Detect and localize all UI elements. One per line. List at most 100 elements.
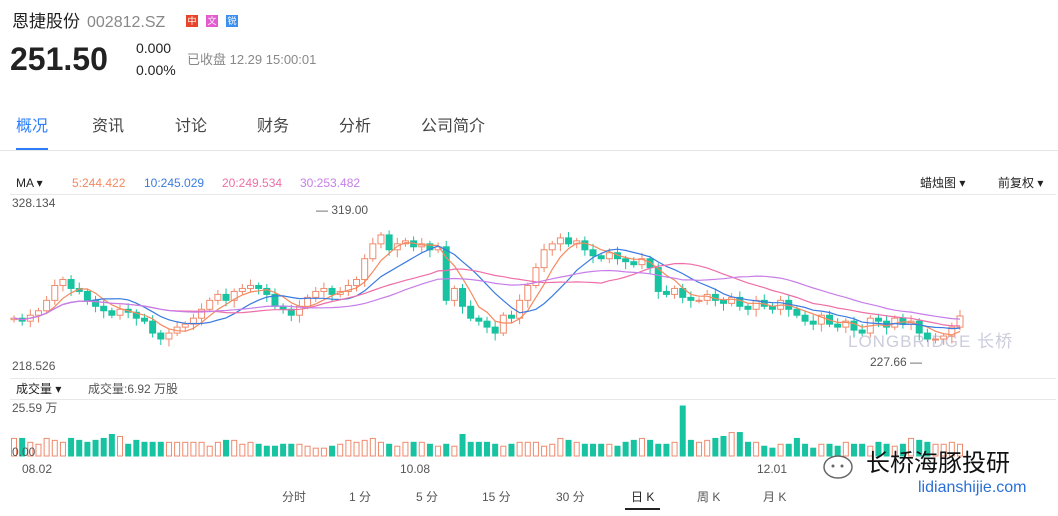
candle-body [483,320,491,328]
period-day[interactable]: 日 K [624,490,661,510]
volume-axis-max: 25.59 万 [12,401,58,415]
volume-bar-header: 成交量 ▾ 成交量:6.92 万股 [10,378,1056,400]
stock-code: 002812.SZ [87,14,166,31]
period-1min[interactable]: 1 分 [349,490,372,504]
ma20-value: 20:249.534 [222,176,283,190]
volume-bar [647,439,654,457]
candle-body [720,299,727,304]
candle-body [662,290,670,295]
volume-bar [84,441,91,457]
volume-bar [133,439,140,457]
volume-bar [247,441,254,457]
candle-body [491,326,499,334]
volume-bar [475,441,482,457]
volume-bar [859,443,866,457]
low-marker: 227.66 — [870,355,923,369]
ma10-line [13,245,961,330]
adjust-select[interactable]: 前复权 ▾ [998,176,1044,190]
volume-bar [761,445,768,457]
volume-bar [712,437,719,457]
tab-discussion[interactable]: 讨论 [175,118,208,135]
volume-bar [557,437,564,457]
candle-body [222,293,230,301]
chart-type-select[interactable]: 蜡烛图 ▾ [920,176,966,190]
volume-bar [532,441,539,457]
period-5min[interactable]: 5 分 [416,490,439,504]
tab-company-profile[interactable]: 公司简介 [421,118,486,135]
candle-body [597,255,605,260]
volume-bar [451,445,458,457]
period-intraday[interactable]: 分时 [282,490,307,504]
candle-body [817,314,825,325]
candle-body [850,320,858,331]
candle-body [842,320,850,328]
tab-analysis[interactable]: 分析 [339,118,372,135]
volume-bar [606,443,613,457]
volume-bar [565,439,572,457]
volume-bar [165,441,172,457]
volume-bar [744,441,751,457]
volume-label: 成交量 [16,382,53,396]
period-30min[interactable]: 30 分 [556,490,585,504]
candle-body [532,267,540,286]
volume-bar [223,439,230,457]
candle-body [923,332,931,340]
candle-body [51,284,59,301]
candle-body [132,311,140,319]
indicator-bar: MA ▾ 5:244.422 10:245.029 20:249.534 30:… [10,176,1056,195]
candle-body [540,249,548,269]
volume-bar [337,443,344,457]
period-week[interactable]: 周 K [697,490,721,504]
candle-body [385,234,393,251]
candle-body [230,290,238,301]
volume-bar [304,445,311,457]
volume-bar [312,447,319,457]
ma10-value: 10:245.029 [144,176,205,190]
candle-body [940,335,948,340]
candle-body [834,323,842,328]
volume-bar [435,445,442,457]
volume-bar [614,445,621,457]
candle-body [548,243,556,251]
tab-overview[interactable]: 概况 [16,118,49,150]
candle-body [320,287,328,292]
volume-bar [239,443,246,457]
candle-body [581,240,589,251]
candle-body [622,258,630,263]
ma5-line [13,241,961,336]
candle-body [247,284,254,289]
volume-bar [271,445,278,457]
volume-selector[interactable]: 成交量 ▾ [16,382,62,396]
volume-bar [720,435,727,457]
candle-body [214,293,222,301]
volume-bar [410,441,417,457]
tab-news[interactable]: 资讯 [92,118,125,135]
volume-bar [263,445,270,457]
volume-bar [769,447,776,457]
volume-current: 成交量:6.92 万股 [88,382,179,396]
candle-body [858,329,866,334]
candle-body [695,299,703,302]
candle-body [361,258,369,281]
volume-bar [51,439,58,457]
candle-body [899,317,907,325]
volume-bar [916,439,923,457]
volume-bar [92,439,99,457]
volume-bar [590,443,597,457]
candle-body [108,310,116,316]
volume-bar [27,441,34,457]
candle-body [206,299,214,310]
period-15min[interactable]: 15 分 [482,490,511,504]
tab-financials[interactable]: 财务 [257,118,290,135]
period-month[interactable]: 月 K [763,490,787,504]
volume-bar [957,443,963,457]
volume-bar [932,443,939,457]
candle-body [744,305,752,310]
longbridge-watermark: LONGBRIDGE 长桥 [848,332,1014,351]
ma-selector[interactable]: MA ▾ [16,176,43,190]
volume-bar [459,434,466,457]
volume-bar [76,439,83,457]
price-change-pct: 0.00% [136,62,176,78]
volume-bar [157,441,164,457]
